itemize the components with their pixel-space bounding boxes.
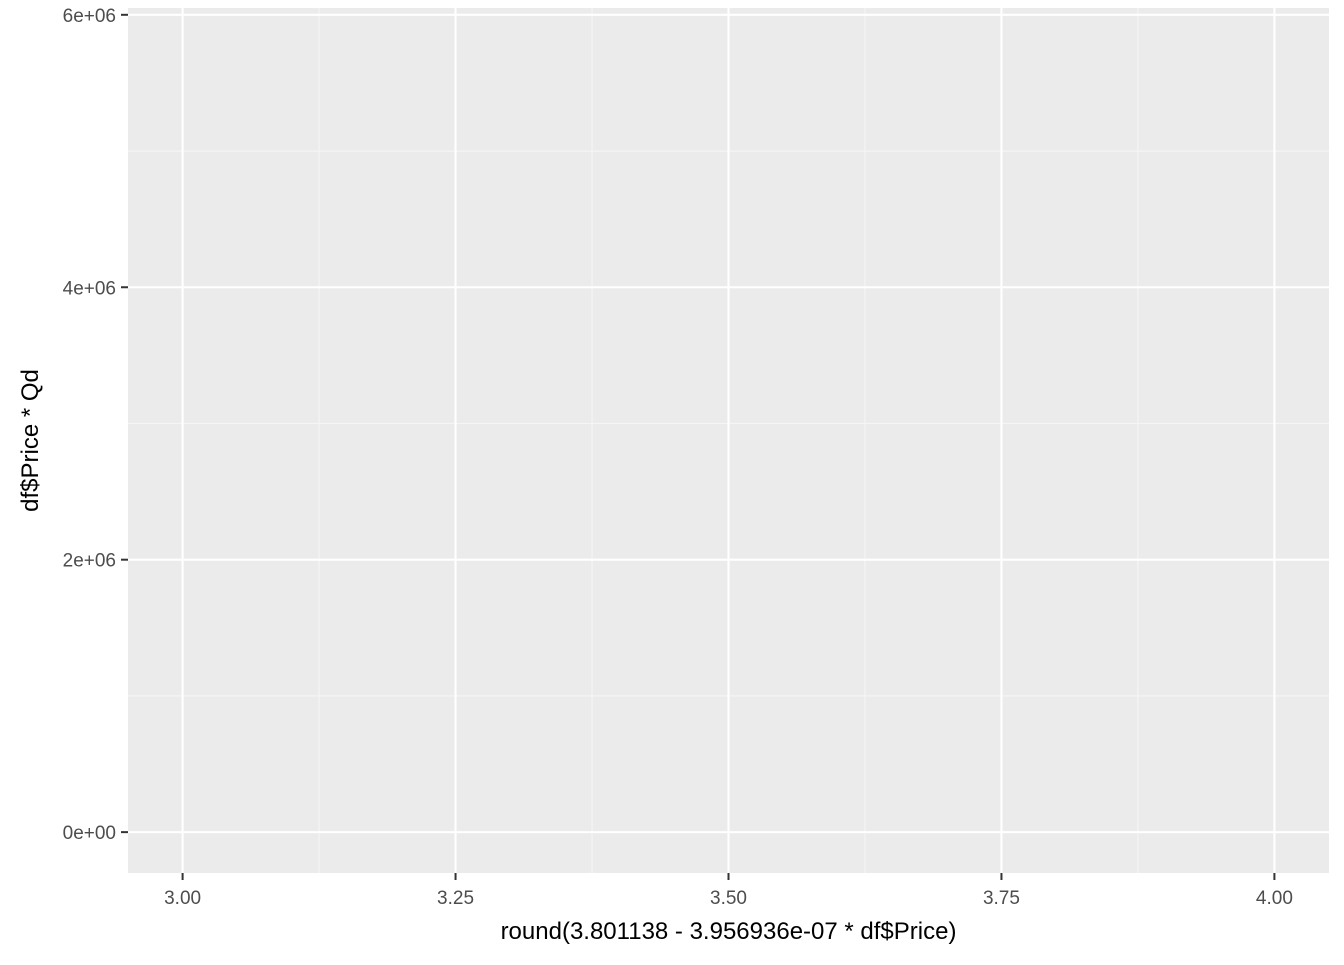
y-tick-label: 2e+06: [63, 551, 116, 572]
x-tick-label: 3.00: [164, 888, 201, 909]
y-tick-label: 6e+06: [63, 6, 116, 27]
x-axis-title: round(3.801138 - 3.956936e-07 * df$Price…: [501, 918, 957, 945]
x-tick-label: 3.75: [983, 888, 1020, 909]
x-tick-label: 4.00: [1256, 888, 1293, 909]
y-tick-label: 0e+00: [63, 823, 116, 844]
x-axis: 3.00 3.25 3.50 3.75 4.00: [164, 873, 1293, 909]
major-gridlines: [128, 8, 1329, 873]
x-tick-label: 3.50: [710, 888, 747, 909]
x-tick-label: 3.25: [437, 888, 474, 909]
y-tick-label: 4e+06: [63, 278, 116, 299]
y-axis-title: df$Price * Qd: [17, 369, 44, 512]
y-axis: 0e+00 2e+06 4e+06 6e+06: [63, 6, 128, 844]
